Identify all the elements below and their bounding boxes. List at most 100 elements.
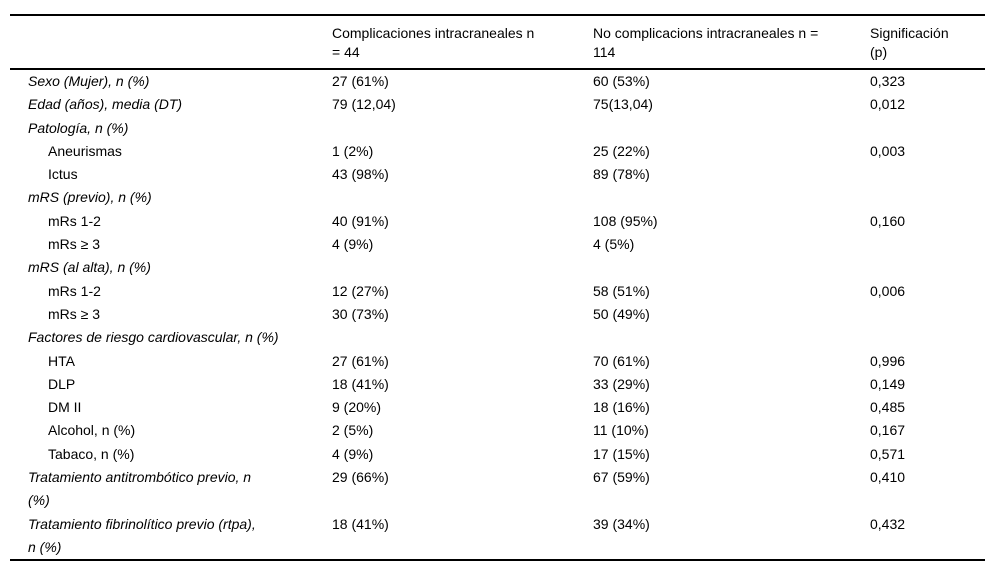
- row-label: HTA: [48, 352, 75, 369]
- table-body: Sexo (Mujer), n (%) 27 (61%) 60 (53%) 0,…: [10, 69, 985, 562]
- table-row: Aneurismas 1 (2%) 25 (22%) 0,003: [10, 140, 985, 163]
- cell-p-value: 0,323: [870, 73, 906, 89]
- table-row: Tratamiento antitrombótico previo, n (%)…: [10, 466, 985, 513]
- cell-no-complications: 17 (15%): [593, 445, 650, 462]
- row-label: Tratamiento fibrinolítico previo (rtpa),…: [10, 512, 332, 562]
- table-row: mRS (previo), n (%): [10, 186, 985, 209]
- column-header-no-complications: No complicacions intracraneales n = 114: [593, 14, 870, 70]
- cell-complications: 18 (41%): [332, 375, 389, 392]
- table-row: mRs ≥ 3 30 (73%) 50 (49%): [10, 303, 985, 326]
- table-row: Edad (años), media (DT) 79 (12,04) 75(13…: [10, 93, 985, 116]
- cell-p-value: 0,485: [870, 399, 906, 416]
- cell-complications: 2 (5%): [332, 422, 374, 439]
- cell-p-value: [870, 233, 985, 256]
- cell-complications: [332, 256, 593, 279]
- cell-complications: 4 (9%): [332, 445, 374, 462]
- cell-complications: 79 (12,04): [332, 96, 396, 113]
- cell-no-complications: 60 (53%): [593, 73, 650, 89]
- table-row: mRs 1-2 40 (91%) 108 (95%) 0,160: [10, 210, 985, 233]
- cell-p-value: 0,012: [870, 96, 906, 113]
- cell-complications: 29 (66%): [332, 469, 389, 486]
- table-row: mRs ≥ 3 4 (9%) 4 (5%): [10, 233, 985, 256]
- cell-p-value: 0,571: [870, 445, 906, 462]
- cell-p-value: [870, 186, 985, 209]
- column-header-complications: Complicaciones intracraneales n = 44: [332, 14, 593, 70]
- cell-complications: 18 (41%): [332, 512, 593, 562]
- cell-no-complications: 18 (16%): [593, 399, 650, 416]
- row-label: mRs ≥ 3: [48, 236, 101, 253]
- table-row: DM II 9 (20%) 18 (16%) 0,485: [10, 396, 985, 419]
- cell-no-complications: 39 (34%): [593, 512, 870, 562]
- table-row: Sexo (Mujer), n (%) 27 (61%) 60 (53%) 0,…: [10, 69, 985, 93]
- cell-p-value: [870, 256, 985, 279]
- cell-complications: 27 (61%): [332, 73, 389, 89]
- cell-complications: [332, 326, 593, 349]
- row-label: Factores de riesgo cardiovascular, n (%): [28, 329, 279, 346]
- cell-p-value: 0,167: [870, 422, 906, 439]
- cell-p-value: 0,410: [870, 469, 906, 486]
- cell-complications: 27 (61%): [332, 352, 389, 369]
- row-label: Aneurismas: [48, 142, 122, 159]
- row-label: mRs ≥ 3: [48, 305, 101, 322]
- row-label: Tabaco, n (%): [48, 445, 135, 462]
- cell-no-complications: 70 (61%): [593, 352, 650, 369]
- cell-complications: 30 (73%): [332, 305, 389, 322]
- cell-p-value: 0,149: [870, 375, 906, 392]
- cell-no-complications: [593, 117, 870, 140]
- cell-complications: 9 (20%): [332, 399, 382, 416]
- cell-no-complications: [593, 256, 870, 279]
- cell-complications: [332, 117, 593, 140]
- cell-no-complications: 33 (29%): [593, 375, 650, 392]
- cell-complications: 43 (98%): [332, 166, 389, 183]
- row-label: mRS (al alta), n (%): [28, 259, 151, 276]
- row-label: Patología, n (%): [28, 119, 129, 136]
- table-row: mRs 1-2 12 (27%) 58 (51%) 0,006: [10, 280, 985, 303]
- cell-no-complications: [593, 186, 870, 209]
- cell-p-value: [870, 326, 985, 349]
- table-row: Ictus 43 (98%) 89 (78%): [10, 163, 985, 186]
- cell-p-value: 0,432: [870, 512, 985, 562]
- cell-no-complications: 4 (5%): [593, 236, 635, 253]
- cell-no-complications: 108 (95%): [593, 212, 658, 229]
- row-label: DLP: [48, 375, 76, 392]
- cell-no-complications: 75(13,04): [593, 96, 653, 113]
- row-label: mRS (previo), n (%): [28, 189, 152, 206]
- cell-complications: 1 (2%): [332, 142, 374, 159]
- table-row: HTA 27 (61%) 70 (61%) 0,996: [10, 350, 985, 373]
- table-header: Complicaciones intracraneales n = 44 No …: [10, 14, 985, 70]
- row-label: Sexo (Mujer), n (%): [28, 73, 150, 89]
- row-label: DM II: [48, 399, 82, 416]
- cell-p-value: [870, 303, 985, 326]
- cell-p-value: [870, 163, 985, 186]
- row-label: Tratamiento antitrombótico previo, n (%): [28, 469, 252, 509]
- cell-complications: 40 (91%): [332, 212, 389, 229]
- cell-no-complications: 25 (22%): [593, 142, 650, 159]
- table-row: mRS (al alta), n (%): [10, 256, 985, 279]
- cell-p-value: 0,003: [870, 142, 906, 159]
- row-label: Ictus: [48, 166, 78, 183]
- cell-no-complications: 89 (78%): [593, 166, 650, 183]
- cell-p-value: [870, 117, 985, 140]
- row-label: mRs 1-2: [48, 212, 101, 229]
- row-label: Alcohol, n (%): [48, 422, 136, 439]
- table-row: Tratamiento fibrinolítico previo (rtpa),…: [10, 512, 985, 562]
- cell-no-complications: 67 (59%): [593, 469, 650, 486]
- table-row: DLP 18 (41%) 33 (29%) 0,149: [10, 373, 985, 396]
- row-label: Edad (años), media (DT): [28, 96, 183, 113]
- cell-no-complications: [593, 326, 870, 349]
- table-row: Alcohol, n (%) 2 (5%) 11 (10%) 0,167: [10, 419, 985, 442]
- cell-complications: 4 (9%): [332, 236, 374, 253]
- cell-no-complications: 50 (49%): [593, 305, 650, 322]
- cell-complications: 12 (27%): [332, 282, 389, 299]
- demographics-table: Complicaciones intracraneales n = 44 No …: [10, 14, 985, 562]
- header-row: Complicaciones intracraneales n = 44 No …: [10, 14, 985, 70]
- row-label: mRs 1-2: [48, 282, 101, 299]
- cell-no-complications: 11 (10%): [593, 422, 649, 439]
- table-row: Factores de riesgo cardiovascular, n (%): [10, 326, 985, 349]
- cell-p-value: 0,006: [870, 282, 906, 299]
- table-row: Patología, n (%): [10, 117, 985, 140]
- column-header-empty: [10, 14, 332, 70]
- cell-p-value: 0,160: [870, 212, 906, 229]
- column-header-significance: Significación (p): [870, 14, 985, 70]
- cell-p-value: 0,996: [870, 352, 906, 369]
